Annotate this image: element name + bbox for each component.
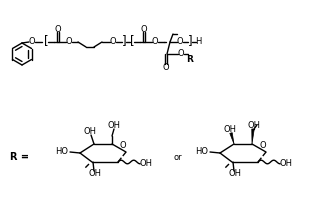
Text: O: O [29,38,35,46]
Text: O: O [120,141,126,151]
Text: O: O [66,38,72,46]
Text: O: O [260,141,266,151]
Text: OH: OH [108,120,120,130]
Text: OH: OH [280,159,292,168]
Text: O: O [55,25,61,33]
Text: R =: R = [10,152,29,162]
Text: OH: OH [247,120,261,130]
Text: H: H [195,38,201,46]
Text: O: O [141,25,147,33]
Text: ]: ] [188,35,192,48]
Text: OH: OH [223,125,237,135]
Text: OH: OH [139,159,153,168]
Text: OH: OH [84,128,96,136]
Text: OH: OH [229,168,241,178]
Text: O: O [152,38,158,46]
Text: O: O [110,38,116,46]
Text: O: O [163,62,169,71]
Text: ]: ] [122,35,127,48]
Text: R: R [187,56,193,64]
Text: [: [ [44,35,49,48]
Text: HO: HO [195,146,208,156]
Text: O: O [177,38,183,46]
Text: HO: HO [55,146,68,156]
Text: or: or [174,153,182,161]
Polygon shape [252,129,254,144]
Text: O: O [178,49,184,59]
Polygon shape [230,133,234,144]
Text: [: [ [130,35,135,48]
Text: OH: OH [89,168,102,178]
